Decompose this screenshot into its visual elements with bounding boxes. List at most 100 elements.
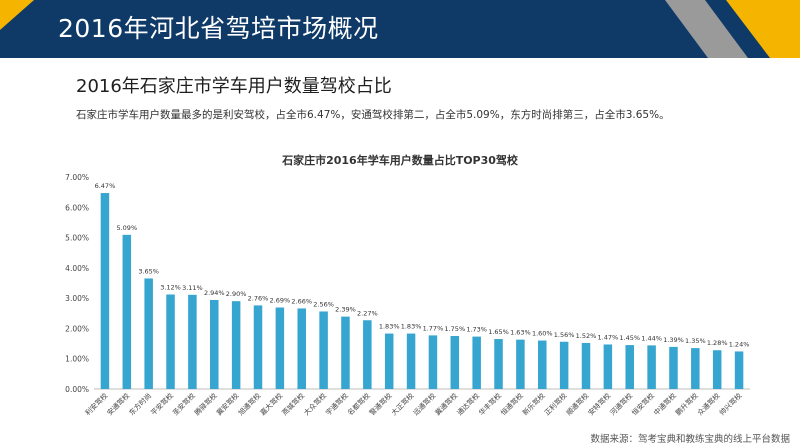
- x-tick-label: 大正驾校: [389, 391, 415, 417]
- data-label: 1.44%: [641, 334, 662, 342]
- x-tick-label: 大众驾校: [302, 391, 328, 417]
- bar: [275, 307, 285, 389]
- bar: [428, 335, 438, 389]
- x-tick-label: 安特驾校: [586, 391, 612, 417]
- x-tick-label: 旭通驾校: [236, 391, 262, 417]
- x-tick-label: 中通驾校: [652, 391, 678, 417]
- x-tick-label: 东方时尚: [127, 391, 153, 417]
- x-tick-label: 名都驾校: [346, 391, 372, 417]
- header-accent-yellow-left: [0, 0, 34, 30]
- x-tick-label: 顺通驾校: [564, 391, 590, 417]
- bar: [450, 336, 460, 389]
- data-label: 1.52%: [576, 332, 597, 340]
- header-accent-yellow-right: [726, 0, 800, 58]
- x-tick-label: 腾驿驾校: [193, 391, 219, 417]
- bar: [122, 234, 132, 389]
- slide-title: 2016年河北省驾培市场概况: [58, 14, 379, 43]
- y-tick-label: 5.00%: [65, 234, 89, 243]
- header-bar: [0, 0, 800, 58]
- x-tick-label: 远通驾校: [411, 391, 437, 417]
- bar: [166, 294, 175, 389]
- x-tick-label: 正利驾校: [542, 391, 568, 417]
- x-tick-label: 平安驾校: [149, 391, 175, 417]
- y-tick-label: 3.00%: [65, 294, 89, 303]
- y-tick-label: 7.00%: [65, 173, 89, 182]
- y-tick-label: 1.00%: [65, 355, 89, 364]
- data-label: 2.66%: [291, 297, 312, 305]
- data-label: 1.83%: [379, 323, 400, 331]
- data-label: 3.65%: [138, 267, 159, 275]
- y-tick-label: 4.00%: [65, 264, 89, 273]
- bar: [341, 316, 350, 389]
- x-tick-label: 嘉大驾校: [258, 391, 284, 417]
- data-label: 1.28%: [707, 339, 728, 347]
- y-tick-label: 6.00%: [65, 203, 89, 212]
- data-label: 1.63%: [510, 329, 531, 337]
- y-tick-label: 2.00%: [65, 324, 89, 333]
- x-tick-label: 利安驾校: [83, 391, 109, 417]
- bar: [625, 345, 634, 389]
- bar: [691, 348, 700, 389]
- data-label: 1.75%: [444, 325, 465, 333]
- summary-text: 石家庄市学车用户数量最多的是利安驾校，占全市6.47%，安通驾校排第二，占全市5…: [76, 109, 670, 121]
- bar: [144, 278, 153, 389]
- bar: [210, 299, 219, 389]
- data-source-note: 数据来源：驾考宝典和教练宝典的线上平台数据: [590, 434, 790, 445]
- data-label: 1.45%: [619, 334, 640, 342]
- x-tick-label: 河通驾校: [608, 391, 634, 417]
- x-tick-label: 华丰驾校: [477, 391, 503, 417]
- data-label: 1.73%: [466, 326, 487, 334]
- bar: [734, 351, 744, 389]
- x-tick-label: 帅兴驾校: [717, 391, 743, 417]
- data-label: 3.11%: [182, 284, 203, 292]
- x-tick-label: 圣安驾校: [171, 391, 197, 417]
- data-label: 5.09%: [116, 224, 137, 232]
- data-label: 2.69%: [270, 297, 291, 305]
- x-tick-label: 恒安驾校: [630, 391, 656, 417]
- data-label: 6.47%: [95, 182, 116, 190]
- data-label: 1.24%: [729, 340, 750, 348]
- x-tick-label: 恒通驾校: [499, 391, 525, 417]
- x-tick-label: 通达驾校: [455, 391, 481, 417]
- header-background: [0, 0, 800, 58]
- bar: [253, 305, 263, 389]
- x-tick-label: 鹏升驾校: [674, 391, 700, 417]
- x-tick-label: 安通驾校: [105, 391, 131, 417]
- bar: [472, 336, 481, 389]
- header-banner: [0, 0, 800, 58]
- bar: [712, 350, 722, 389]
- x-tick-label: 警通驾校: [367, 391, 393, 417]
- bar: [188, 294, 197, 389]
- data-label: 2.94%: [204, 289, 225, 297]
- x-tick-label: 冀通驾校: [433, 391, 459, 417]
- bar: [603, 344, 613, 389]
- bar: [231, 301, 241, 389]
- bar: [538, 340, 547, 389]
- page-subtitle: 2016年石家庄市学车用户数量驾校占比: [76, 76, 392, 97]
- bar: [581, 342, 591, 389]
- bar: [647, 345, 656, 389]
- data-label: 1.47%: [598, 333, 619, 341]
- data-label: 3.12%: [160, 284, 181, 292]
- bar: [319, 311, 328, 389]
- data-label: 2.90%: [226, 290, 247, 298]
- data-label: 2.27%: [357, 309, 378, 317]
- bar: [100, 193, 110, 389]
- data-label: 1.77%: [423, 324, 444, 332]
- x-tick-label: 众通驾校: [695, 391, 721, 417]
- header-accent-gray-stripe: [665, 0, 748, 58]
- x-tick-label: 燕城驾校: [280, 391, 306, 417]
- data-label: 1.60%: [532, 330, 553, 338]
- data-label: 1.56%: [554, 331, 575, 339]
- bar: [297, 308, 306, 389]
- data-label: 1.83%: [401, 323, 422, 331]
- bar: [494, 339, 503, 389]
- bar: [669, 346, 678, 389]
- y-tick-label: 0.00%: [65, 385, 89, 394]
- data-label: 2.39%: [335, 306, 356, 314]
- data-label: 1.65%: [488, 328, 509, 336]
- bar: [363, 320, 372, 389]
- data-label: 2.76%: [248, 294, 269, 302]
- chart-title: 石家庄市2016年学车用户数量占比TOP30驾校: [282, 154, 518, 167]
